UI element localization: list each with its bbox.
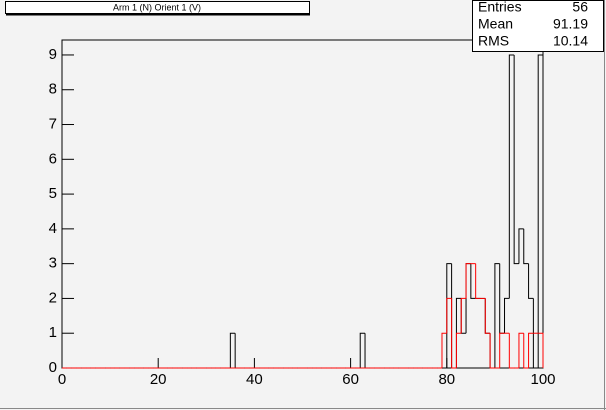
y-tick-label: 8 <box>49 81 57 98</box>
histogram-bin <box>508 333 515 369</box>
stats-label: Mean <box>478 16 513 32</box>
histogram-bin <box>518 332 524 368</box>
histogram-bin <box>528 263 534 299</box>
y-tick-label: 0 <box>49 359 57 376</box>
stats-value: 56 <box>572 0 588 15</box>
histogram-bin <box>532 298 539 369</box>
histogram-bin <box>465 263 471 299</box>
y-tick-label: 9 <box>49 46 57 63</box>
y-tick-label: 6 <box>49 150 57 167</box>
histogram-bin <box>441 332 447 368</box>
histogram-bin <box>508 54 515 299</box>
stats-value: 10.14 <box>553 33 588 49</box>
x-tick-label: 0 <box>58 371 66 388</box>
histogram-bin <box>475 263 481 299</box>
y-tick-label: 5 <box>49 185 57 202</box>
histogram-bin <box>455 332 462 368</box>
y-tick-label: 4 <box>49 220 57 237</box>
x-tick-label: 60 <box>342 371 359 388</box>
x-tick-label: 100 <box>530 371 555 388</box>
y-tick-label: 2 <box>49 289 57 306</box>
histogram-bin <box>494 263 500 368</box>
y-tick-label: 1 <box>49 324 57 341</box>
histogram-bin <box>446 297 452 334</box>
stats-label: Entries <box>478 0 522 15</box>
histogram-bin <box>538 332 544 368</box>
stats-box <box>472 0 604 52</box>
y-tick-label: 3 <box>49 255 57 272</box>
histogram-bin <box>518 228 524 264</box>
histogram-bin <box>523 228 529 265</box>
histogram-bin <box>470 263 476 299</box>
stats-value: 91.19 <box>553 16 588 32</box>
stats-label: RMS <box>478 33 509 49</box>
histogram-bin <box>460 297 467 334</box>
histogram-bin <box>523 333 529 369</box>
chart-title: Arm 1 (N) Orient 1 (V) <box>113 2 201 12</box>
histogram-bin <box>489 333 495 369</box>
histogram-bin <box>504 297 510 334</box>
histogram-bin <box>484 298 491 334</box>
x-tick-label: 40 <box>246 371 263 388</box>
x-tick-label: 80 <box>438 371 455 388</box>
histogram-bin <box>537 54 544 368</box>
histogram-bin <box>528 332 534 368</box>
histogram-bin <box>513 54 519 265</box>
histogram-bin <box>229 332 236 368</box>
histogram-bin <box>359 332 366 368</box>
histogram-bin <box>451 298 457 369</box>
histogram-bin <box>499 332 505 368</box>
x-tick-label: 20 <box>150 371 167 388</box>
y-tick-label: 7 <box>49 115 57 132</box>
